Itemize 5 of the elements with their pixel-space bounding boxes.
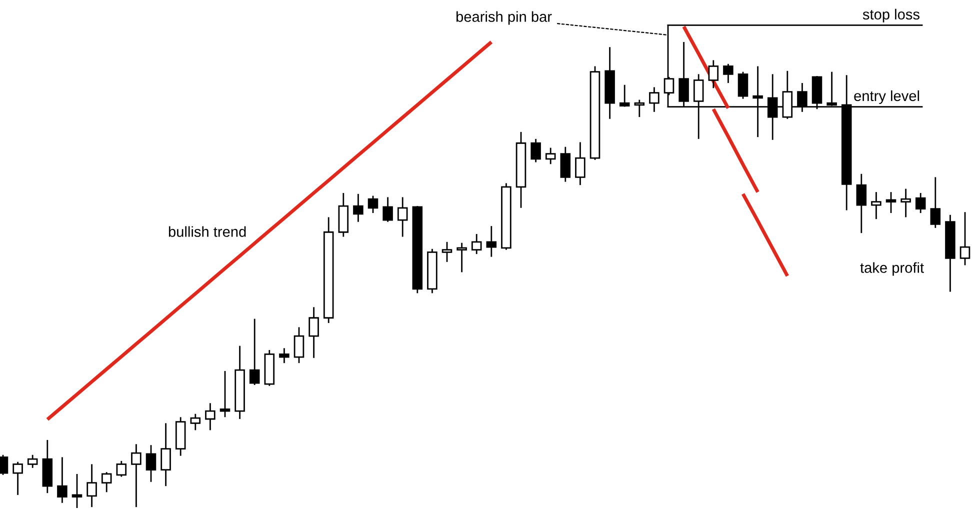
annotation: take profit (860, 262, 924, 276)
ref-line-label: stop loss (862, 8, 920, 22)
annotation: bullish trend (168, 226, 246, 237)
ref-line-label: entry level (854, 90, 920, 104)
text: bearish pin bar (456, 11, 552, 25)
